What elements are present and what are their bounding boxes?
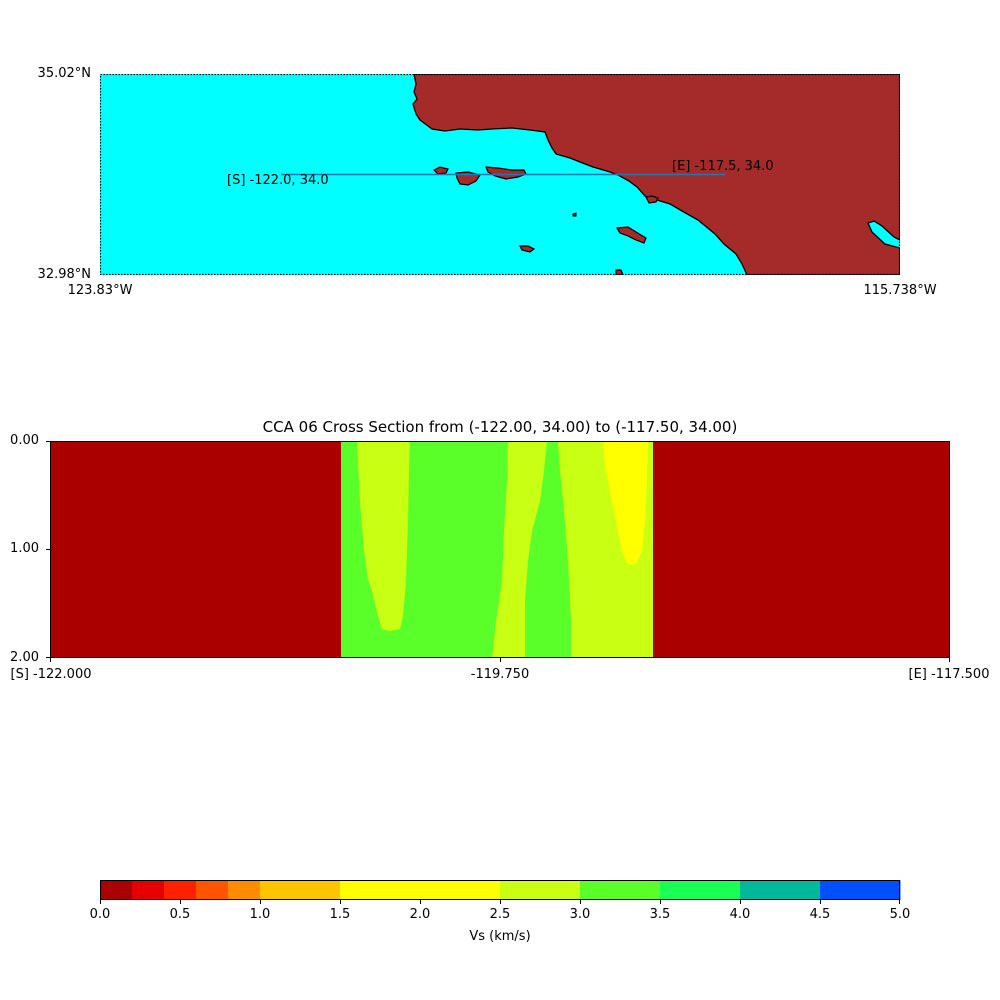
island-8 xyxy=(615,269,624,275)
section-svg xyxy=(50,441,950,658)
colorbar-segment xyxy=(260,880,341,900)
colorbar-segment xyxy=(740,880,821,900)
colorbar-tick-mark xyxy=(899,900,900,904)
colorbar-tick-mark xyxy=(580,900,581,904)
island-5 xyxy=(572,212,577,217)
x-tick-mark-1 xyxy=(50,658,51,662)
colorbar-tick-mark xyxy=(340,900,341,904)
y-tick-label-0: 0.00 xyxy=(10,433,39,448)
colorbar-tick-mark xyxy=(740,900,741,904)
y-tick-label-2: 2.00 xyxy=(10,650,39,665)
y-tick-label-1: 1.00 xyxy=(10,541,39,556)
colorbar-segment xyxy=(196,880,229,900)
map-panel xyxy=(100,74,900,275)
colorbar-tick-mark xyxy=(820,900,821,904)
island-1 xyxy=(432,166,449,175)
x-tick-label-mid: -119.750 xyxy=(470,667,530,682)
lon-left-label: 123.83°W xyxy=(67,283,133,298)
island-4 xyxy=(645,195,659,204)
colorbar-svg xyxy=(100,880,901,900)
island-6 xyxy=(615,226,647,244)
colorbar-tick-label: 1.0 xyxy=(249,907,271,922)
lat-top-label: 35.02°N xyxy=(37,66,91,81)
section-title: CCA 06 Cross Section from (-122.00, 34.0… xyxy=(262,418,738,436)
x-tick-label-start: [S] -122.000 xyxy=(10,667,92,682)
colorbar-tick-label: 4.0 xyxy=(729,907,751,922)
colorbar-ticks: 0.0 0.5 1.0 1.5 2.0 2.5 3.0 3.5 4.0 4.5 5.0 xyxy=(90,900,910,924)
colorbar-tick-mark xyxy=(180,900,181,904)
x-tick-mark-2 xyxy=(500,658,501,662)
colorbar-tick-mark xyxy=(500,900,501,904)
colorbar-tick-label: 2.5 xyxy=(489,907,511,922)
colorbar-tick-label: 0.5 xyxy=(169,907,191,922)
section-band-yellow xyxy=(603,441,648,565)
colorbar-tick-label: 3.0 xyxy=(569,907,591,922)
island-7 xyxy=(519,245,536,253)
colorbar-segment xyxy=(500,880,581,900)
y-tick-mark-3 xyxy=(46,657,50,658)
colorbar-tick-label: 3.5 xyxy=(649,907,671,922)
colorbar-tick-mark xyxy=(660,900,661,904)
section-region-east xyxy=(653,441,950,658)
lat-bottom-label: 32.98°N xyxy=(37,267,91,282)
section-band-b xyxy=(492,441,547,658)
colorbar-segment xyxy=(132,880,165,900)
end-point-label: [E] -117.5, 34.0 xyxy=(672,159,774,174)
colorbar-tick-mark xyxy=(420,900,421,904)
colorbar-tick-label: 4.5 xyxy=(809,907,831,922)
colorbar-segment xyxy=(340,880,501,900)
colorbar-segment xyxy=(164,880,197,900)
y-tick-mark-1 xyxy=(46,441,50,442)
section-band-a xyxy=(357,441,410,631)
map-svg xyxy=(100,74,900,275)
x-tick-label-end: [E] -117.500 xyxy=(908,667,990,682)
colorbar-segment xyxy=(580,880,661,900)
colorbar-segment xyxy=(100,880,133,900)
colorbar-segment xyxy=(820,880,901,900)
map-frame xyxy=(100,74,900,275)
colorbar-tick-label: 0.0 xyxy=(89,907,111,922)
section-plot xyxy=(50,441,950,658)
colorbar-tick-label: 1.5 xyxy=(329,907,351,922)
colorbar-frame xyxy=(100,880,900,900)
colorbar-label: Vs (km/s) xyxy=(469,929,531,944)
colorbar-tick-label: 2.0 xyxy=(409,907,431,922)
section-frame xyxy=(50,441,950,658)
lon-right-label: 115.738°W xyxy=(863,283,937,298)
start-point-label: [S] -122.0, 34.0 xyxy=(227,173,329,188)
x-tick-mark-3 xyxy=(949,658,950,662)
y-tick-mark-2 xyxy=(46,549,50,550)
colorbar-tick-mark xyxy=(260,900,261,904)
colorbar-tick-label: 5.0 xyxy=(889,907,911,922)
colorbar-tick-mark xyxy=(100,900,101,904)
colorbar-segment xyxy=(228,880,261,900)
section-region-west xyxy=(50,441,341,658)
colorbar-segment xyxy=(660,880,741,900)
colorbar xyxy=(100,880,901,900)
